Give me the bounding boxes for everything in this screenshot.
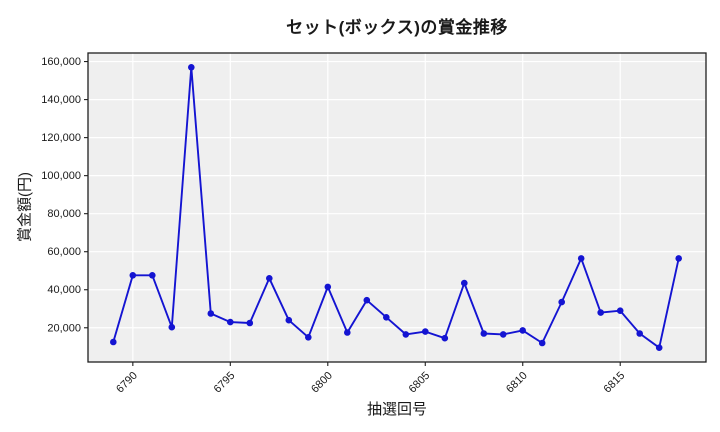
chart-title: セット(ボックス)の賞金推移 <box>286 18 508 37</box>
y-tick-label: 40,000 <box>47 284 81 296</box>
y-tick-label: 120,000 <box>41 132 81 144</box>
data-point <box>227 318 234 326</box>
y-tick-label: 60,000 <box>47 246 81 258</box>
data-point <box>538 339 546 347</box>
data-point <box>577 255 585 262</box>
data-point <box>402 331 410 338</box>
x-tick-label: 6800 <box>309 370 335 396</box>
data-point <box>305 334 312 341</box>
x-tick-label: 6795 <box>212 370 238 396</box>
y-tick-label: 140,000 <box>41 94 81 106</box>
data-point <box>383 314 390 321</box>
y-tick-label: 100,000 <box>41 170 81 182</box>
data-point <box>597 309 604 316</box>
x-tick-label: 6805 <box>407 370 433 396</box>
data-point <box>480 330 488 337</box>
data-point <box>499 331 507 338</box>
data-point <box>207 310 215 317</box>
data-point <box>285 316 293 324</box>
x-tick-label: 6815 <box>602 370 628 396</box>
y-tick-label: 20,000 <box>47 322 81 334</box>
data-point <box>168 323 176 331</box>
plot-border <box>87 52 707 363</box>
data-point <box>461 279 468 287</box>
data-point <box>110 338 117 346</box>
y-axis-label: 賞金額(円) <box>16 172 34 242</box>
data-point <box>149 272 156 279</box>
data-line <box>112 66 680 349</box>
data-point <box>324 283 332 291</box>
data-point <box>344 329 351 336</box>
data-point <box>636 330 643 337</box>
x-axis-label: 抽選回号 <box>366 401 427 418</box>
y-tick-label: 80,000 <box>47 208 81 220</box>
x-tick-label: 6790 <box>114 370 140 396</box>
data-point <box>655 344 663 352</box>
x-tick-label: 6810 <box>504 370 530 396</box>
data-point <box>363 296 371 304</box>
data-point <box>188 64 195 71</box>
data-point <box>266 275 273 282</box>
data-point <box>675 255 682 262</box>
data-point <box>246 319 254 327</box>
data-point <box>616 307 624 315</box>
data-point <box>519 327 526 334</box>
y-tick-label: 160,000 <box>41 56 81 68</box>
data-point <box>422 328 429 335</box>
data-point <box>558 298 565 306</box>
data-point <box>129 272 137 279</box>
data-point <box>441 334 449 342</box>
